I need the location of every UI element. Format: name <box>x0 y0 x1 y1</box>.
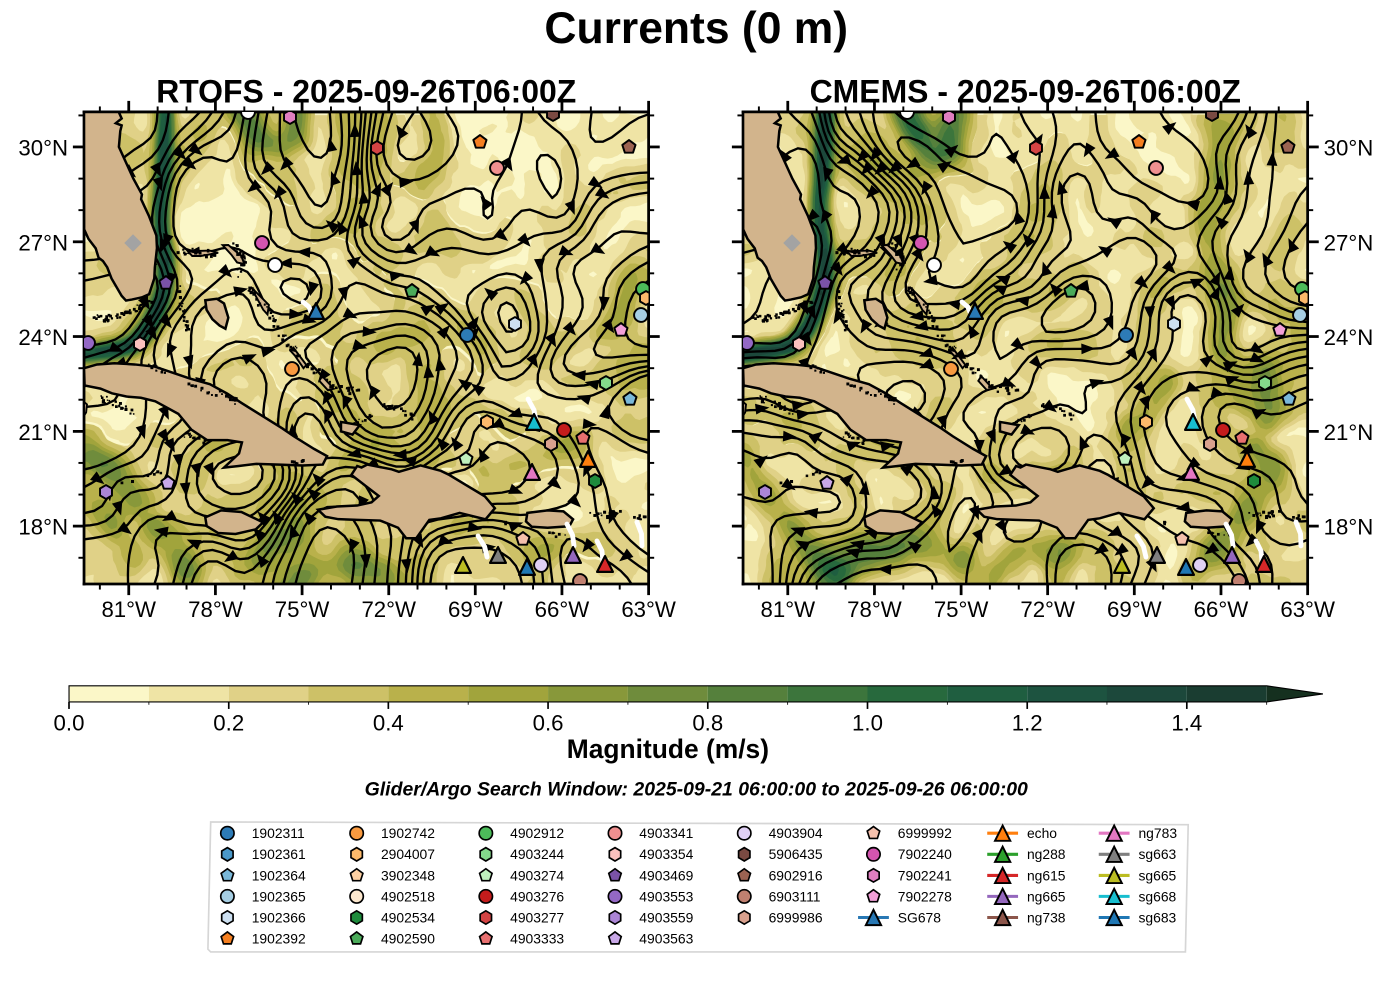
svg-text:6902916: 6902916 <box>769 867 823 883</box>
svg-text:30°N: 30°N <box>18 135 68 160</box>
svg-text:63°W: 63°W <box>1280 597 1335 622</box>
svg-text:sg665: sg665 <box>1138 867 1176 883</box>
svg-text:6999992: 6999992 <box>898 825 952 841</box>
svg-text:7902240: 7902240 <box>898 846 952 862</box>
svg-text:1902742: 1902742 <box>381 825 435 841</box>
svg-text:27°N: 27°N <box>18 230 68 255</box>
svg-text:18°N: 18°N <box>18 515 68 540</box>
svg-text:4903904: 4903904 <box>769 825 823 841</box>
svg-text:1.4: 1.4 <box>1171 711 1202 736</box>
svg-text:sg683: sg683 <box>1138 909 1176 925</box>
svg-text:24°N: 24°N <box>18 325 68 350</box>
svg-text:1902364: 1902364 <box>252 867 306 883</box>
svg-text:30°N: 30°N <box>1324 135 1374 160</box>
svg-text:1902366: 1902366 <box>252 909 306 925</box>
svg-text:78°W: 78°W <box>847 597 902 622</box>
svg-text:0.2: 0.2 <box>213 711 244 736</box>
svg-text:1902365: 1902365 <box>252 888 306 904</box>
svg-text:0.8: 0.8 <box>692 711 723 736</box>
svg-text:3902348: 3902348 <box>381 867 435 883</box>
svg-text:5906435: 5906435 <box>769 846 823 862</box>
svg-text:ng783: ng783 <box>1138 825 1177 841</box>
svg-text:4903333: 4903333 <box>510 930 564 946</box>
svg-text:72°W: 72°W <box>361 597 416 622</box>
svg-text:ng738: ng738 <box>1027 909 1066 925</box>
svg-text:ng665: ng665 <box>1027 888 1066 904</box>
svg-text:1902361: 1902361 <box>252 846 306 862</box>
svg-text:2904007: 2904007 <box>381 846 435 862</box>
svg-text:4902590: 4902590 <box>381 930 435 946</box>
svg-text:1902311: 1902311 <box>252 825 305 841</box>
svg-text:6903111: 6903111 <box>769 888 821 904</box>
svg-text:24°N: 24°N <box>1324 325 1374 350</box>
svg-text:Magnitude (m/s): Magnitude (m/s) <box>567 734 769 764</box>
svg-text:4903276: 4903276 <box>510 888 564 904</box>
svg-text:0.6: 0.6 <box>533 711 564 736</box>
svg-text:sg663: sg663 <box>1138 846 1176 862</box>
svg-text:4903563: 4903563 <box>639 930 693 946</box>
svg-text:63°W: 63°W <box>621 597 676 622</box>
svg-text:4903553: 4903553 <box>639 888 693 904</box>
svg-text:81°W: 81°W <box>760 597 815 622</box>
svg-text:4903274: 4903274 <box>510 867 564 883</box>
svg-text:4903244: 4903244 <box>510 846 564 862</box>
svg-text:7902278: 7902278 <box>898 888 952 904</box>
svg-text:1.0: 1.0 <box>852 711 883 736</box>
svg-text:SG678: SG678 <box>898 909 941 925</box>
svg-text:81°W: 81°W <box>101 597 156 622</box>
svg-text:0.4: 0.4 <box>373 711 404 736</box>
svg-text:echo: echo <box>1027 825 1057 841</box>
svg-text:27°N: 27°N <box>1324 230 1374 255</box>
svg-text:72°W: 72°W <box>1020 597 1075 622</box>
svg-text:21°N: 21°N <box>1324 420 1374 445</box>
svg-text:66°W: 66°W <box>1194 597 1249 622</box>
svg-text:4903469: 4903469 <box>639 867 693 883</box>
svg-text:75°W: 75°W <box>275 597 330 622</box>
svg-text:4903559: 4903559 <box>639 909 693 925</box>
svg-text:CMEMS - 2025-09-26T06:00Z: CMEMS - 2025-09-26T06:00Z <box>810 73 1241 109</box>
svg-text:Glider/Argo Search Window: 202: Glider/Argo Search Window: 2025-09-21 06… <box>365 778 1028 800</box>
svg-text:66°W: 66°W <box>535 597 590 622</box>
svg-text:69°W: 69°W <box>448 597 503 622</box>
svg-text:1902392: 1902392 <box>252 930 306 946</box>
svg-text:4903354: 4903354 <box>639 846 693 862</box>
svg-text:18°N: 18°N <box>1324 515 1374 540</box>
svg-text:6999986: 6999986 <box>769 909 823 925</box>
svg-text:4903277: 4903277 <box>510 909 564 925</box>
svg-text:69°W: 69°W <box>1107 597 1162 622</box>
svg-text:4902534: 4902534 <box>381 909 435 925</box>
svg-text:sg668: sg668 <box>1138 888 1176 904</box>
svg-text:1.2: 1.2 <box>1012 711 1043 736</box>
svg-text:RTOFS - 2025-09-26T06:00Z: RTOFS - 2025-09-26T06:00Z <box>156 73 576 109</box>
svg-text:ng288: ng288 <box>1027 846 1066 862</box>
svg-text:78°W: 78°W <box>188 597 243 622</box>
svg-text:4903341: 4903341 <box>639 825 693 841</box>
svg-text:7902241: 7902241 <box>898 867 952 883</box>
svg-text:Currents (0 m): Currents (0 m) <box>544 4 848 53</box>
svg-text:21°N: 21°N <box>18 420 68 445</box>
svg-text:4902518: 4902518 <box>381 888 435 904</box>
svg-text:4902912: 4902912 <box>510 825 564 841</box>
svg-text:0.0: 0.0 <box>54 711 85 736</box>
svg-text:ng615: ng615 <box>1027 867 1066 883</box>
svg-text:75°W: 75°W <box>934 597 989 622</box>
